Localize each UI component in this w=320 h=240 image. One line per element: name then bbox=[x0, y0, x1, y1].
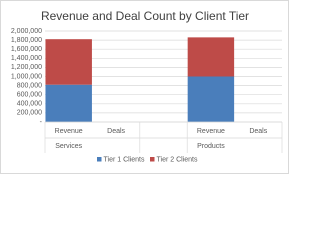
group-label: Products bbox=[197, 143, 225, 150]
y-tick-label: 600,000 bbox=[17, 92, 42, 99]
y-tick-label: 1,200,000 bbox=[11, 64, 42, 71]
x-tick-label: Deals bbox=[107, 128, 125, 135]
y-tick-label: 1,400,000 bbox=[11, 55, 42, 62]
legend-label: Tier 1 Clients bbox=[104, 156, 145, 163]
legend-label: Tier 2 Clients bbox=[157, 156, 198, 163]
bar-segment bbox=[45, 39, 92, 85]
bar-segment bbox=[187, 37, 235, 77]
y-tick-label: 1,800,000 bbox=[11, 37, 42, 44]
y-tick-label: 400,000 bbox=[17, 101, 42, 108]
bar-segment bbox=[45, 84, 92, 122]
y-tick-label: 1,000,000 bbox=[11, 73, 42, 80]
y-tick-label: 200,000 bbox=[17, 110, 42, 117]
y-tick-label: 1,600,000 bbox=[11, 46, 42, 53]
chart-frame bbox=[0, 0, 289, 174]
y-tick-label: 800,000 bbox=[17, 82, 42, 89]
chart: Revenue and Deal Count by Client Tier - 2… bbox=[0, 0, 289, 174]
legend-swatch bbox=[150, 157, 155, 162]
group-label: Services bbox=[55, 143, 82, 150]
legend-swatch bbox=[97, 157, 102, 162]
x-tick-label: Revenue bbox=[55, 128, 83, 135]
chart-title: Revenue and Deal Count by Client Tier bbox=[41, 9, 249, 23]
bar-segment bbox=[187, 76, 235, 122]
x-tick-label: Deals bbox=[249, 128, 267, 135]
y-tick-label: 2,000,000 bbox=[11, 28, 42, 35]
x-tick-label: Revenue bbox=[197, 128, 225, 135]
y-tick-label: - bbox=[40, 119, 43, 126]
